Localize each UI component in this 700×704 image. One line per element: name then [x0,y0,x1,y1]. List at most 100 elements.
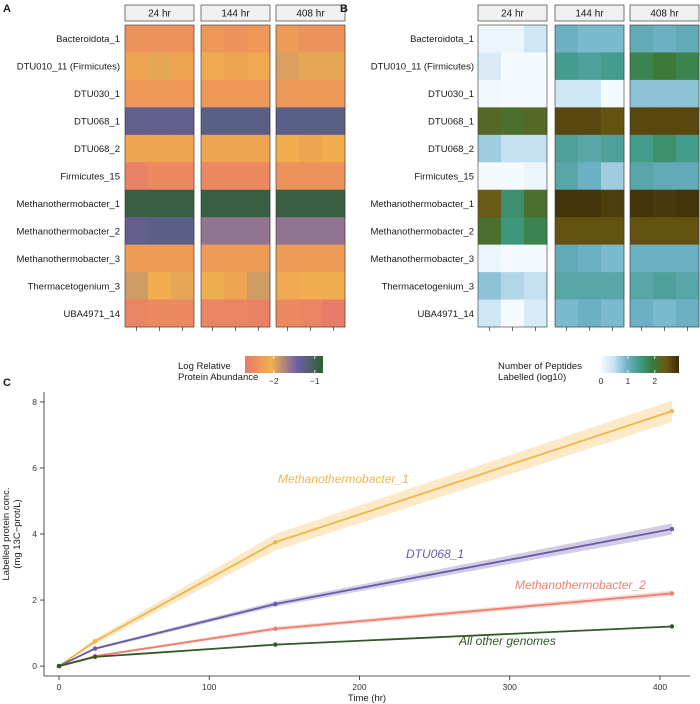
b-heatmap-cell [601,244,625,273]
b-row-label: DTU068_1 [428,117,474,128]
a-heatmap-cell [125,244,149,273]
b-heatmap-cell [555,217,579,245]
b-heatmap-cell [501,162,525,191]
a-facet-strip [200,4,271,22]
b-heatmap-cell [630,134,654,163]
b-heatmap-cell [501,272,525,300]
b-heatmap-cell [676,79,700,108]
c-x-tick-label: 300 [503,682,517,692]
c-ribbon-methanothermobacter-1 [59,400,672,667]
c-point-methanothermobacter-1 [92,639,98,644]
b-heatmap-cell [630,217,654,245]
c-point-all-other-genomes [669,624,675,629]
a-facet-label: 144 hr [221,9,250,20]
b-heatmap-cell [501,189,525,218]
a-heatmap-cell [201,134,225,163]
a-heatmap-cell [171,52,195,81]
a-heatmap-cell [247,299,271,328]
b-facet-label: 408 hr [650,9,679,20]
c-point-dtu068-1 [669,526,675,532]
c-y-tick-label: 2 [32,595,37,605]
a-heatmap-cell [171,134,195,163]
a-heatmap-cell [171,299,195,328]
a-facet-label: 408 hr [296,9,325,20]
b-heatmap-cell [501,25,525,53]
c-line-methanothermobacter-2 [58,592,673,667]
a-heatmap-cell [224,79,248,108]
a-heatmap-cell [171,162,195,191]
b-heatmap-cell [524,25,548,53]
a-heatmap-cell [125,162,149,191]
a-row-label: Firmicutes_15 [60,172,120,183]
a-legend-colorbar [245,356,323,373]
a-heatmap-cell [125,52,149,81]
b-heatmap-cell [524,107,548,136]
b-facet-label: 144 hr [575,9,604,20]
a-heatmap-cell [201,107,225,136]
a-heatmap-cell [148,189,172,218]
a-heatmap-cell [276,217,300,245]
b-heatmap-cell [524,189,548,218]
a-heatmap-cell [322,162,346,191]
a-heatmap-cell [148,162,172,191]
b-heatmap-cell [501,217,525,245]
a-heatmap-cell [148,25,172,53]
b-heatmap-cell [524,52,548,81]
b-heatmap-cell [630,107,654,136]
a-heatmap-cell [125,79,149,108]
a-heatmap-cell [299,25,323,53]
b-heatmap-cell [630,25,654,53]
b-heatmap-cell [601,189,625,218]
a-heatmap-cell [201,52,225,81]
b-heatmap-cell [555,299,579,328]
b-heatmap-cell [653,79,677,108]
a-heatmap-cell [125,272,149,300]
a-heatmap-cell [171,189,195,218]
b-legend-title: Labelled (log10) [498,372,566,383]
a-heatmap-cell [148,217,172,245]
b-heatmap-cell [676,217,700,245]
a-row-label: DTU030_1 [74,89,120,100]
c-series-label-methanothermobacter-1: Methanothermobacter_1 [278,472,409,486]
c-point-all-other-genomes [92,654,98,660]
b-heatmap-cell [676,52,700,81]
a-heatmap-cell [247,189,271,218]
a-heatmap-cell [171,25,195,53]
a-heatmap-cell [276,189,300,218]
a-heatmap-cell [224,134,248,163]
b-heatmap-cell [524,79,548,108]
c-point-methanothermobacter-2 [273,626,278,631]
b-heatmap-cell [601,272,625,300]
b-heatmap-cell [601,162,625,191]
a-heatmap-cell [247,52,271,81]
a-heatmap-cell [125,189,149,218]
a-heatmap-cell [322,52,346,81]
b-heatmap-cell [653,244,677,273]
a-heatmap-cell [247,162,271,191]
a-heatmap-cell [201,189,225,218]
a-heatmap-cell [322,217,346,245]
b-facet-strip [477,4,548,22]
b-heatmap-cell [501,244,525,273]
c-x-tick-label: 400 [653,682,667,692]
panel-a: Bacteroidota_1 DTU010_11 (Firmicutes) DTU0… [16,4,346,386]
c-ribbon-dtu068-1 [59,523,672,667]
b-heatmap-cell [578,244,602,273]
a-heatmap-cell [322,272,346,300]
b-heatmap-cell [630,272,654,300]
a-heatmap-cell [276,25,300,53]
b-heatmap-cell [630,52,654,81]
c-x-tick-label: 200 [352,682,366,692]
b-legend-break-label: 2 [652,376,657,386]
a-row-label: Thermacetogenium_3 [28,281,120,292]
a-heatmap-cell [276,162,300,191]
panel-c-label: C [3,377,11,389]
panel-c: 0 100 200 300 400 0 2 4 6 8 Time (hr) Labelled prot… [1,392,690,704]
b-heatmap-cell [601,79,625,108]
b-heatmap-cell [578,217,602,245]
b-row-label: DTU068_2 [428,144,474,155]
b-heatmap-cell [676,162,700,191]
b-heatmap-cell [578,299,602,328]
b-heatmap-cell [578,162,602,191]
a-heatmap-cell [224,52,248,81]
